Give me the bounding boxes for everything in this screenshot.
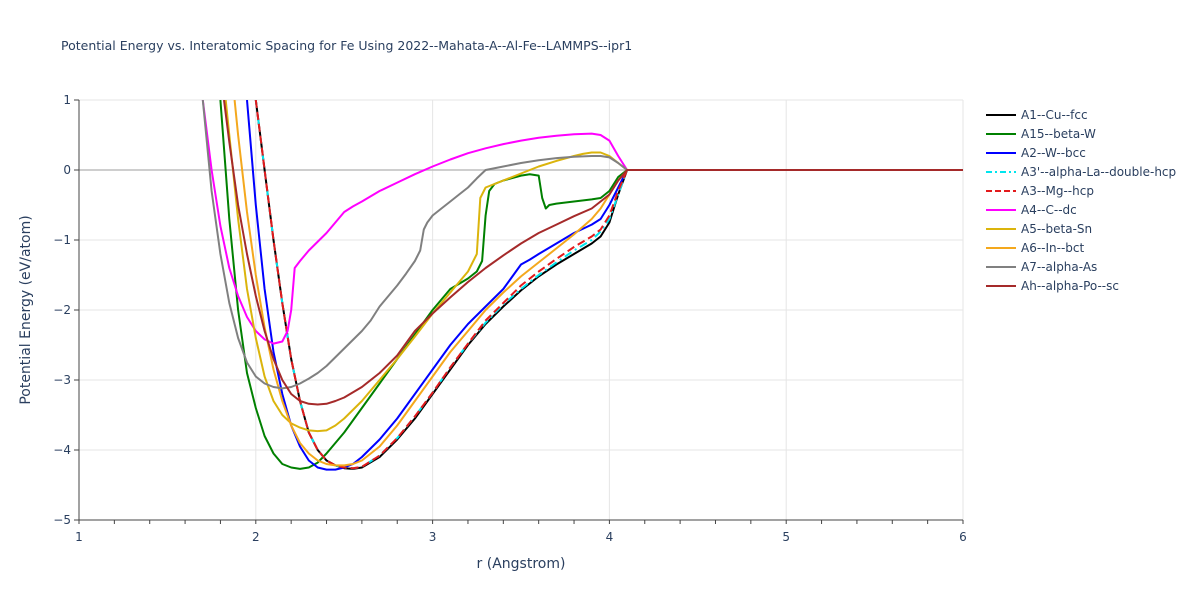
legend-label: A15--beta-W <box>1021 127 1096 141</box>
legend-label: A4--C--dc <box>1021 203 1077 217</box>
x-tick-label: 1 <box>75 530 83 544</box>
y-tick-labels: 1 0 −1 −2 −3 −4 −5 <box>53 93 71 527</box>
legend-item[interactable]: A3'--alpha-La--double-hcp <box>986 165 1176 179</box>
legend-item[interactable]: A7--alpha-As <box>986 260 1097 274</box>
legend-label: A3'--alpha-La--double-hcp <box>1021 165 1176 179</box>
series-line-5 <box>201 100 963 345</box>
legend-label: A1--Cu--fcc <box>1021 108 1088 122</box>
legend-label: A5--beta-Sn <box>1021 222 1092 236</box>
series-line-9 <box>223 100 963 406</box>
legend-item[interactable]: A2--W--bcc <box>986 146 1086 160</box>
x-tick-label: 4 <box>606 530 614 544</box>
x-tick-label: 3 <box>429 530 437 544</box>
legend-label: A7--alpha-As <box>1021 260 1097 274</box>
x-tick-labels: 1 2 3 4 5 6 <box>75 530 967 544</box>
legend-item[interactable]: A5--beta-Sn <box>986 222 1092 236</box>
legend-item[interactable]: A3--Mg--hcp <box>986 184 1094 198</box>
axes <box>74 99 964 524</box>
series-line-7 <box>233 100 963 467</box>
series-line-6 <box>224 100 963 433</box>
series-lines <box>201 100 963 471</box>
legend[interactable]: A1--Cu--fcc A15--beta-W A2--W--bcc A3'--alp… <box>986 108 1176 293</box>
legend-label: A6--In--bct <box>1021 241 1085 255</box>
y-tick-label: 1 <box>63 93 71 107</box>
series-line-8 <box>201 100 963 390</box>
y-tick-label: −4 <box>53 443 71 457</box>
legend-item[interactable]: Ah--alpha-Po--sc <box>986 279 1119 293</box>
legend-item[interactable]: A15--beta-W <box>986 127 1096 141</box>
y-tick-label: −3 <box>53 373 71 387</box>
series-line-1 <box>219 100 963 470</box>
y-tick-label: −5 <box>53 513 71 527</box>
legend-item[interactable]: A4--C--dc <box>986 203 1077 217</box>
chart-title: Potential Energy vs. Interatomic Spacing… <box>61 38 632 53</box>
y-tick-label: −1 <box>53 233 71 247</box>
y-axis-title: Potential Energy (eV/atom) <box>18 215 34 404</box>
legend-label: A2--W--bcc <box>1021 146 1086 160</box>
legend-item[interactable]: A6--In--bct <box>986 241 1085 255</box>
x-axis-title: r (Angstrom) <box>477 556 566 572</box>
x-tick-label: 5 <box>782 530 790 544</box>
y-tick-label: 0 <box>63 163 71 177</box>
x-tick-label: 2 <box>252 530 260 544</box>
x-tick-label: 6 <box>959 530 967 544</box>
legend-item[interactable]: A1--Cu--fcc <box>986 108 1088 122</box>
legend-label: Ah--alpha-Po--sc <box>1021 279 1119 293</box>
legend-label: A3--Mg--hcp <box>1021 184 1094 198</box>
y-tick-label: −2 <box>53 303 71 317</box>
